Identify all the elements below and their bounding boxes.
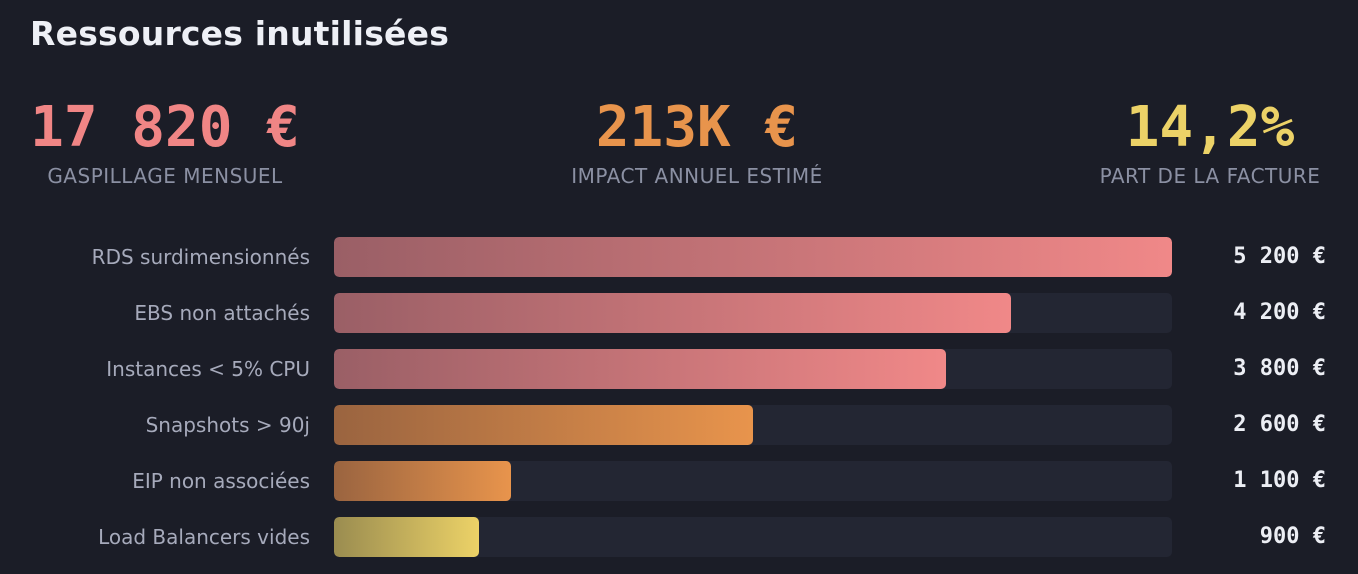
kpi-bill-share-value: 14,2% bbox=[1125, 95, 1295, 160]
kpi-annual-impact: 213K € IMPACT ANNUEL ESTIMÉ bbox=[546, 95, 848, 189]
bar-track bbox=[334, 349, 1172, 389]
bar-value-label: 3 800 € bbox=[1233, 356, 1326, 381]
kpi-annual-impact-label: IMPACT ANNUEL ESTIMÉ bbox=[571, 164, 823, 188]
kpi-annual-impact-value: 213K € bbox=[595, 95, 799, 160]
kpi-monthly-waste-value: 17 820 € bbox=[30, 95, 300, 160]
bar-row: Instances < 5% CPU 3 800 € bbox=[0, 349, 1358, 389]
bar-row: RDS surdimensionnés 5 200 € bbox=[0, 237, 1358, 277]
bar bbox=[334, 237, 1172, 277]
bar bbox=[334, 349, 947, 389]
bar bbox=[334, 293, 1011, 333]
bar-value-label: 2 600 € bbox=[1233, 412, 1326, 437]
bar-row: Snapshots > 90j 2 600 € bbox=[0, 405, 1358, 445]
bar-category-label: Instances < 5% CPU bbox=[106, 357, 310, 381]
bar-track bbox=[334, 517, 1172, 557]
bar-row: Load Balancers vides 900 € bbox=[0, 517, 1358, 557]
bar-track bbox=[334, 405, 1172, 445]
bar-track bbox=[334, 461, 1172, 501]
bar-row: EIP non associées 1 100 € bbox=[0, 461, 1358, 501]
kpi-bill-share-label: PART DE LA FACTURE bbox=[1099, 164, 1321, 188]
kpi-monthly-waste: 17 820 € GASPILLAGE MENSUEL bbox=[24, 95, 306, 189]
bar bbox=[334, 461, 512, 501]
bar-category-label: Snapshots > 90j bbox=[145, 413, 310, 437]
bar-category-label: RDS surdimensionnés bbox=[91, 245, 310, 269]
bar-category-label: Load Balancers vides bbox=[98, 525, 310, 549]
bar-value-label: 1 100 € bbox=[1233, 468, 1326, 493]
page-title: Ressources inutilisées bbox=[30, 14, 450, 53]
bar-value-label: 4 200 € bbox=[1233, 300, 1326, 325]
kpi-summary: 17 820 € GASPILLAGE MENSUEL 213K € IMPAC… bbox=[0, 96, 1358, 196]
bar bbox=[334, 405, 753, 445]
bar-chart: RDS surdimensionnés 5 200 € EBS non attach… bbox=[0, 237, 1358, 573]
bar-row: EBS non attachés 4 200 € bbox=[0, 293, 1358, 333]
bar-value-label: 5 200 € bbox=[1233, 244, 1326, 269]
bar-value-label: 900 € bbox=[1259, 524, 1326, 549]
kpi-monthly-waste-label: GASPILLAGE MENSUEL bbox=[47, 164, 283, 188]
bar-track bbox=[334, 293, 1172, 333]
bar bbox=[334, 517, 480, 557]
kpi-bill-share: 14,2% PART DE LA FACTURE bbox=[1082, 95, 1338, 189]
bar-track bbox=[334, 237, 1172, 277]
bar-category-label: EBS non attachés bbox=[134, 301, 310, 325]
bar-category-label: EIP non associées bbox=[132, 469, 310, 493]
